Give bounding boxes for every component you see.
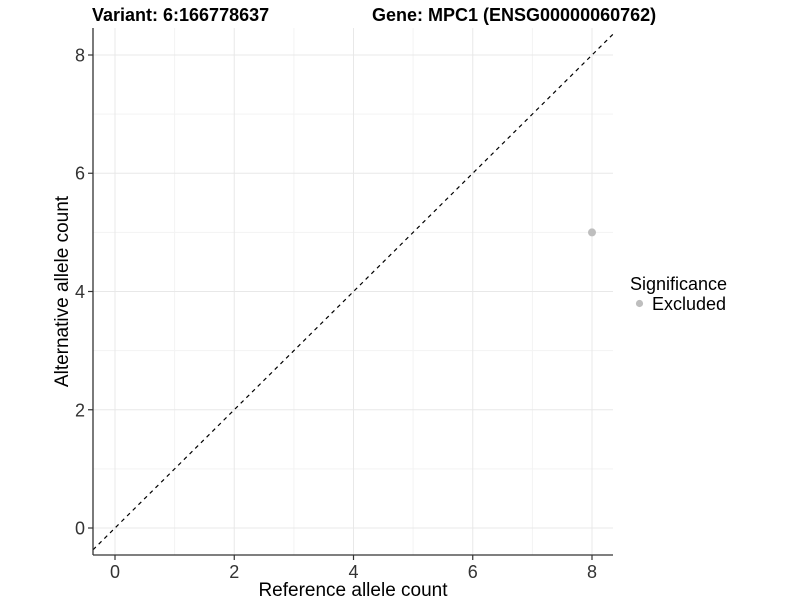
legend-key-excluded-dot	[635, 299, 644, 308]
y-tick-label: 0	[75, 519, 85, 539]
y-tick-label: 4	[75, 282, 85, 302]
legend-title: Significance	[630, 274, 727, 294]
data-point-excluded	[588, 228, 596, 237]
y-axis-tick-marks	[88, 54, 93, 529]
legend-label-excluded: Excluded	[652, 294, 726, 314]
plot-title-variant: Variant: 6:166778637	[92, 5, 269, 25]
y-tick-label: 2	[75, 401, 85, 421]
x-tick-label: 8	[587, 562, 597, 582]
x-tick-label: 2	[229, 562, 239, 582]
y-tick-label: 6	[75, 164, 85, 184]
plot-title-gene: Gene: MPC1 (ENSG00000060762)	[372, 5, 656, 25]
x-axis-title: Reference allele count	[258, 580, 448, 600]
grid-major-lines	[93, 28, 613, 555]
y-axis-tick-labels: 0 2 4 6 8	[75, 46, 85, 539]
x-tick-label: 6	[468, 562, 478, 582]
x-tick-label: 0	[110, 562, 120, 582]
legend: Significance Excluded	[630, 274, 727, 314]
y-tick-label: 8	[75, 46, 85, 66]
x-tick-label: 4	[348, 562, 358, 582]
x-axis-tick-marks	[114, 555, 593, 560]
x-axis-tick-labels: 0 2 4 6 8	[110, 562, 597, 582]
y-axis-title: Alternative allele count	[52, 195, 73, 387]
identity-reference-line	[92, 33, 614, 551]
